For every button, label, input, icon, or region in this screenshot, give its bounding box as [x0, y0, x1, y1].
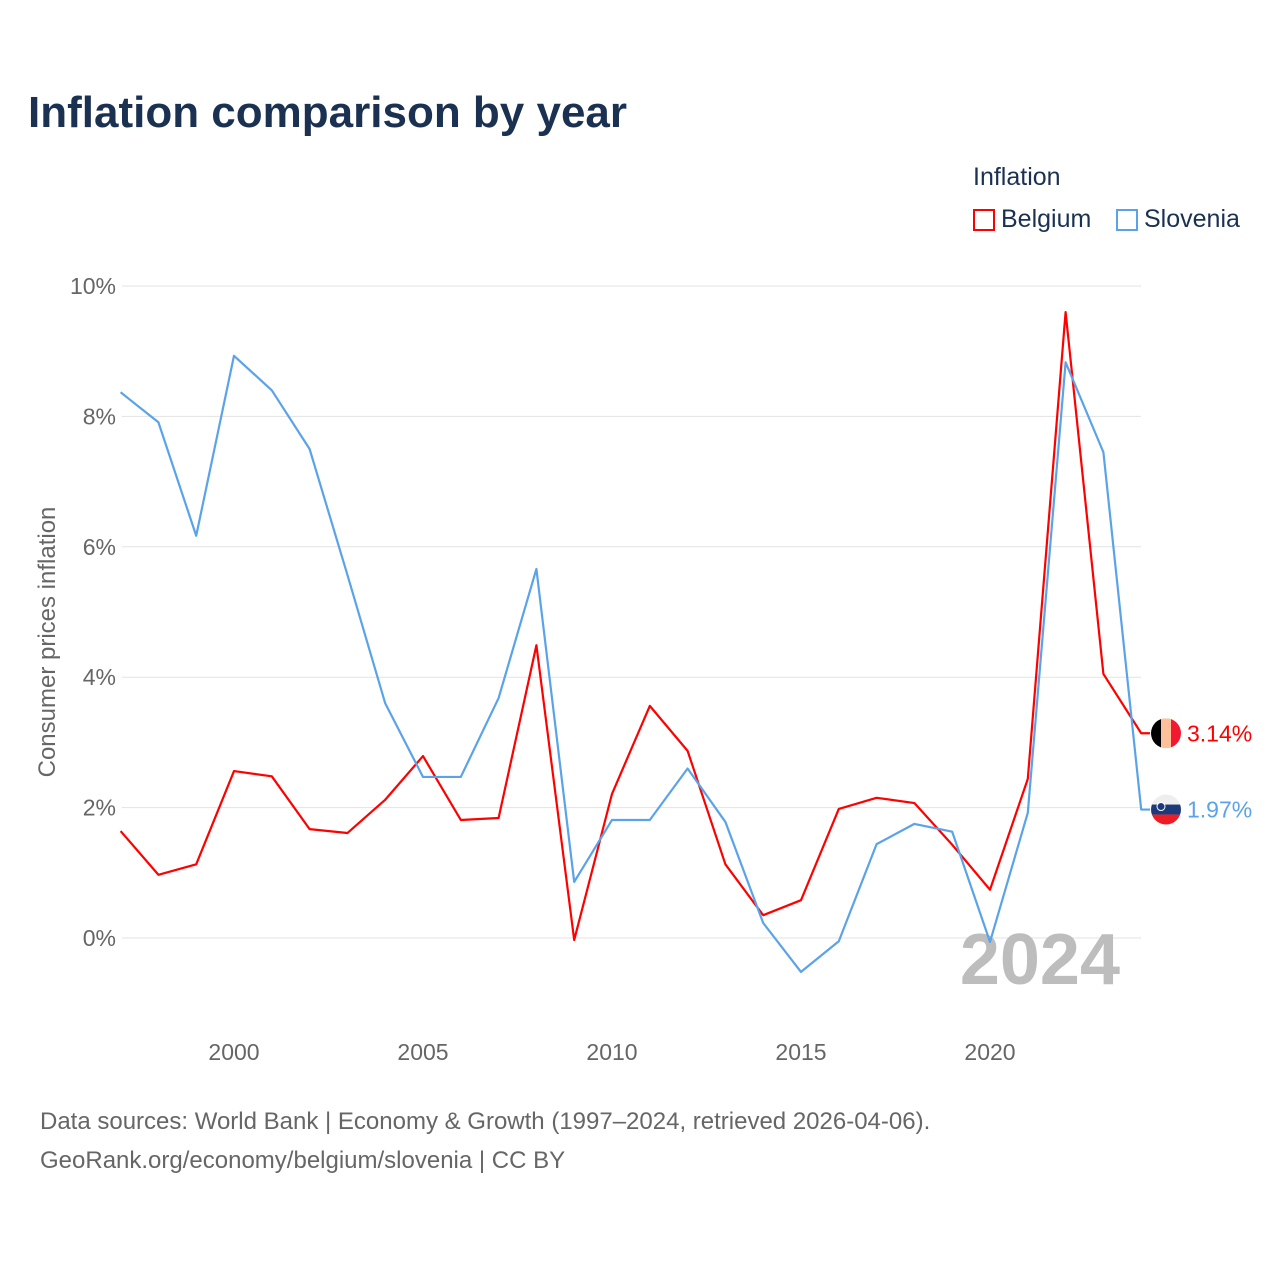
x-tick-label: 2005	[397, 1039, 448, 1065]
y-tick-label: 8%	[83, 403, 116, 429]
year-annotation: 2024	[960, 920, 1120, 1000]
y-tick-label: 2%	[83, 795, 116, 821]
x-tick-label: 2020	[964, 1039, 1015, 1065]
legend-item-belgium[interactable]: Belgium	[973, 205, 1091, 234]
y-tick-label: 4%	[83, 664, 116, 690]
legend-title: Inflation	[973, 163, 1061, 191]
end-value-label: 3.14%	[1187, 720, 1252, 746]
legend-swatch	[973, 208, 995, 231]
source-link[interactable]: GeoRank.org/economy/belgium/slovenia | C…	[40, 1147, 566, 1174]
series-line-slovenia	[119, 354, 1150, 974]
legend-label: Belgium	[1001, 205, 1092, 233]
x-tick-label: 2015	[775, 1039, 826, 1065]
y-tick-label: 6%	[83, 534, 116, 560]
flag-icon-slovenia	[1151, 794, 1181, 825]
x-tick-label: 2000	[208, 1039, 259, 1065]
legend-label: Slovenia	[1144, 205, 1240, 233]
x-tick-label: 2010	[586, 1039, 637, 1065]
y-tick-label: 10%	[70, 273, 116, 299]
end-value-label: 1.97%	[1187, 797, 1252, 823]
flag-icon-belgium	[1151, 718, 1181, 749]
series-line-belgium	[119, 310, 1150, 942]
chart-title: Inflation comparison by year	[28, 88, 628, 137]
source-line: Data sources: World Bank | Economy & Gro…	[40, 1108, 931, 1135]
y-axis-label: Consumer prices inflation	[34, 507, 61, 778]
y-tick-label: 0%	[83, 925, 116, 951]
legend-item-slovenia[interactable]: Slovenia	[1116, 205, 1240, 234]
legend-swatch	[1116, 208, 1138, 231]
